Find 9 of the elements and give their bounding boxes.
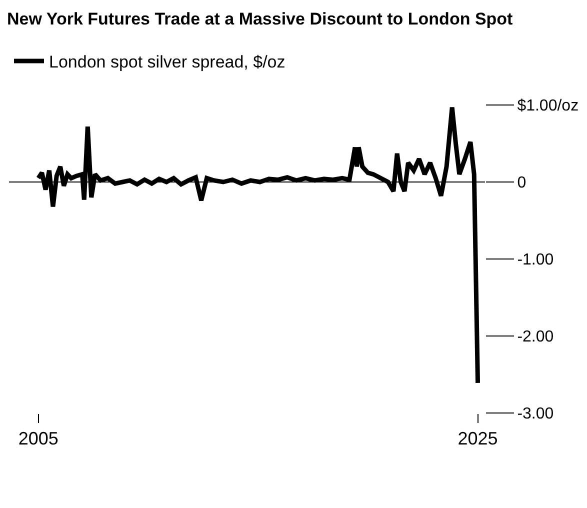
x-tick-label: 2005 xyxy=(18,428,58,449)
x-tick-label: 2025 xyxy=(458,428,498,449)
chart-title: New York Futures Trade at a Massive Discount to London Spot xyxy=(7,10,514,29)
y-tick-label: 0 xyxy=(517,174,526,192)
y-tick-label: -1.00 xyxy=(517,252,554,269)
y-tick-label: $1.00/oz xyxy=(517,98,579,115)
legend-label: London spot silver spread, $/oz xyxy=(49,52,286,72)
y-tick-label: -2.00 xyxy=(517,328,554,346)
y-tick-label: -3.00 xyxy=(517,406,554,423)
